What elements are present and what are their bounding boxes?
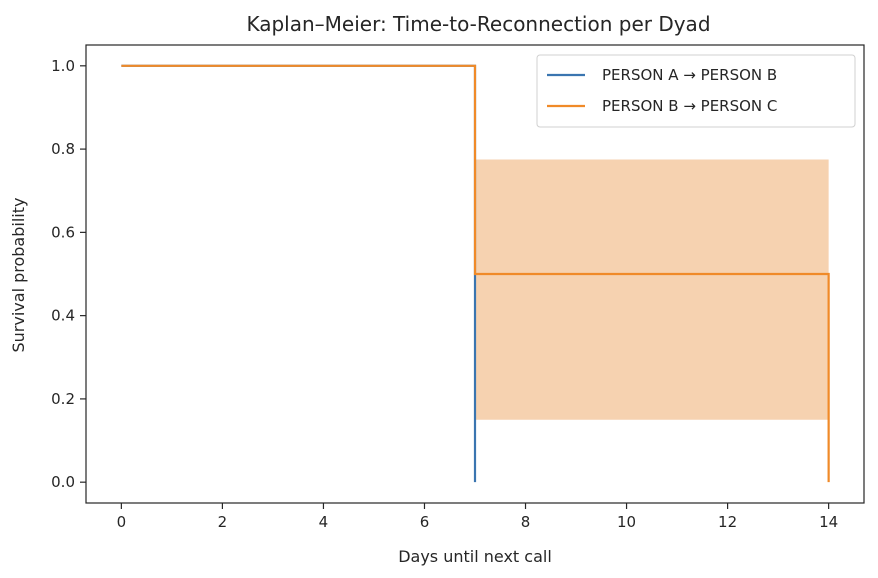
x-tick-label: 8 xyxy=(521,513,531,531)
y-tick-label: 0.8 xyxy=(51,140,75,158)
x-tick-label: 6 xyxy=(420,513,430,531)
y-axis-label: Survival probability xyxy=(9,198,28,353)
y-tick-label: 0.2 xyxy=(51,390,75,408)
series-line-0 xyxy=(121,64,477,483)
legend: PERSON A → PERSON B PERSON B → PERSON C xyxy=(536,54,856,128)
x-tick-label: 0 xyxy=(117,513,127,531)
plot-area: 0 2 4 6 8 10 12 14 0.0 0.2 0.4 0.6 0.8 1.0 xyxy=(51,44,865,531)
x-tick-label: 4 xyxy=(319,513,329,531)
x-tick-label: 10 xyxy=(617,513,636,531)
chart-title: Kaplan–Meier: Time-to-Reconnection per D… xyxy=(246,12,710,36)
y-tick-label: 0.6 xyxy=(51,223,75,241)
legend-label-1: PERSON B → PERSON C xyxy=(602,97,777,115)
legend-label-0: PERSON A → PERSON B xyxy=(602,66,777,84)
x-tick-label: 12 xyxy=(718,513,737,531)
x-tick-label: 14 xyxy=(819,513,838,531)
x-axis-label: Days until next call xyxy=(398,547,552,566)
y-tick-label: 1.0 xyxy=(51,57,75,75)
x-tick-label: 2 xyxy=(218,513,228,531)
series-line-1 xyxy=(121,64,830,483)
y-tick-label: 0.0 xyxy=(51,473,75,491)
ci-band-series-1 xyxy=(475,159,829,420)
plot-frame xyxy=(85,44,865,504)
y-tick-label: 0.4 xyxy=(51,307,75,325)
legend-box xyxy=(536,54,856,128)
